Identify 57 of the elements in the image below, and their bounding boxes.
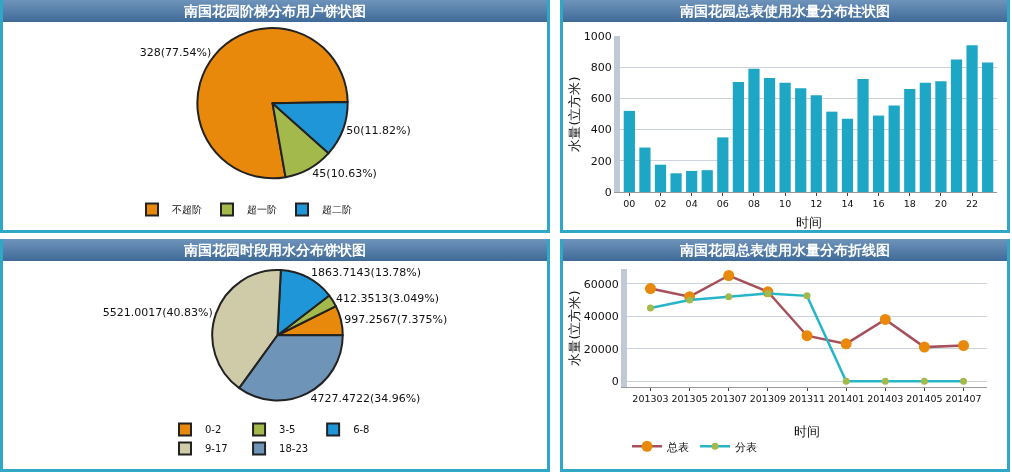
x-tick-label: 14: [841, 198, 854, 210]
legend-label: 总表: [666, 440, 689, 454]
legend-label: 6-8: [353, 424, 370, 436]
x-tick-label: 10: [779, 198, 792, 210]
x-tick-label: 02: [654, 198, 667, 210]
x-tick-label: 201309: [749, 393, 786, 405]
x-tick-label: 18: [903, 198, 916, 210]
legend-label: 不超阶: [172, 204, 202, 216]
y-tick-label: 40000: [583, 310, 619, 324]
x-axis-title: 时间: [795, 215, 822, 230]
data-label: 1863.7143(13.78%): [311, 265, 422, 279]
x-tick-label: 201401: [828, 393, 865, 405]
legend-label: 3-5: [279, 424, 296, 436]
legend-label: 超一阶: [247, 204, 277, 216]
data-label: 412.3513(3.049%): [336, 292, 440, 306]
y-tick-label: 60000: [583, 277, 619, 291]
x-tick-label: 201307: [710, 393, 747, 405]
data-label: 4727.4722(34.96%): [310, 392, 421, 406]
x-tick-label: 16: [872, 198, 885, 210]
x-tick-label: 22: [966, 198, 979, 210]
data-label: 45(10.63%): [312, 167, 377, 181]
x-tick-label: 08: [747, 198, 761, 210]
y-tick-label: 800: [590, 61, 612, 75]
x-tick-label: 12: [810, 198, 823, 210]
legend-label: 分表: [735, 440, 757, 454]
y-tick-label: 400: [590, 123, 612, 137]
y-tick-label: 0: [604, 185, 612, 199]
data-label: 5521.0017(40.83%): [102, 306, 213, 320]
y-tick-label: 1000: [583, 29, 612, 43]
data-label: 50(11.82%): [346, 123, 411, 137]
x-axis-title: 时间: [794, 424, 820, 439]
y-tick-label: 200: [590, 154, 612, 168]
data-label: 328(77.54%): [139, 46, 212, 60]
x-tick-label: 201303: [632, 393, 669, 405]
chart-title: 南国花园总表使用水量分布柱状图: [563, 0, 1007, 22]
x-tick-label: 20: [934, 198, 947, 210]
legend-label: 18-23: [279, 443, 309, 455]
legend-label: 9-17: [205, 443, 228, 455]
legend-label: 0-2: [205, 424, 222, 436]
x-tick-label: 201405: [906, 393, 943, 405]
x-tick-label: 201407: [945, 393, 982, 405]
x-tick-label: 201305: [671, 393, 708, 405]
y-tick-label: 20000: [583, 342, 619, 356]
y-tick-label: 0: [611, 375, 619, 389]
y-axis-title: 水量(立方米): [566, 290, 582, 366]
x-tick-label: 04: [685, 198, 698, 210]
x-tick-label: 201311: [788, 393, 826, 405]
data-label: 997.2567(7.375%): [344, 313, 448, 327]
x-tick-label: 00: [623, 198, 636, 210]
chart-title: 南国花园时段用水分布饼状图: [3, 239, 547, 261]
legend-label: 超二阶: [322, 204, 352, 216]
y-tick-label: 600: [590, 92, 612, 106]
x-tick-label: 06: [716, 198, 729, 210]
chart-title: 南国花园总表使用水量分布折线图: [563, 239, 1007, 261]
y-axis-title: 水量(立方米): [567, 76, 582, 152]
x-tick-label: 201403: [867, 393, 904, 405]
chart-title: 南国花园阶梯分布用户饼状图: [3, 0, 547, 22]
